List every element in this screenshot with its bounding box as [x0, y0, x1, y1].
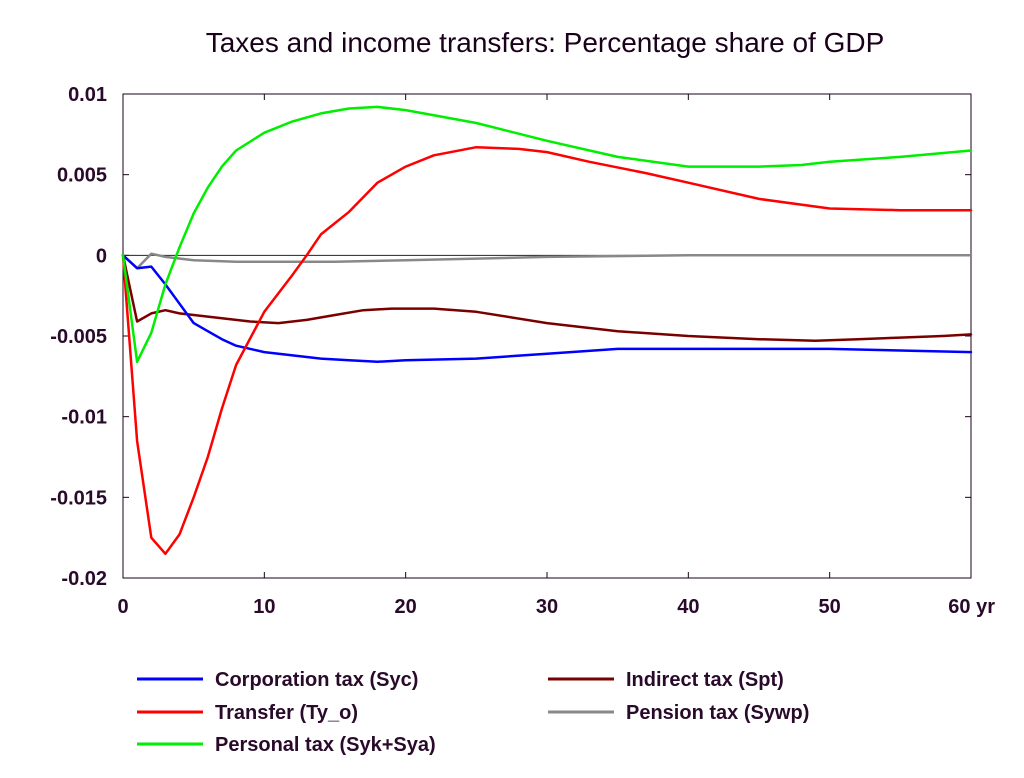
series-line-pension: [121, 252, 973, 270]
series-line-transfer: [121, 145, 973, 556]
y-tick-label: 0.005: [57, 165, 107, 187]
x-tick-label: 50: [819, 596, 841, 618]
chart-title: Taxes and income transfers: Percentage s…: [206, 27, 885, 58]
y-tick-label: 0: [96, 245, 107, 267]
legend-label: Personal tax (Syk+Sya): [215, 734, 436, 756]
series-line-corporation: [121, 254, 973, 364]
legend-label: Transfer (Ty_o): [215, 702, 358, 724]
x-tick-label: 0: [117, 596, 128, 618]
x-tick-label: 20: [395, 596, 417, 618]
x-tick-label: 40: [677, 596, 699, 618]
series-line-indirect: [121, 254, 973, 343]
x-tick-label: 10: [253, 596, 275, 618]
y-tick-label: -0.005: [50, 326, 107, 348]
legend-label: Pension tax (Sywp): [626, 702, 809, 724]
y-tick-label: -0.02: [61, 568, 107, 590]
series-layer: [121, 105, 973, 556]
y-tick-label: 0.01: [68, 84, 107, 106]
x-tick-label: 30: [536, 596, 558, 618]
axes-layer: 0.01 0.005 0 -0.005 -0.01 -0.015 -0.02 0 10 20 30 4…: [50, 84, 995, 618]
legend-label: Indirect tax (Spt): [626, 669, 784, 691]
legend: Corporation tax (Syc) Transfer (Ty_o) Pers…: [137, 669, 809, 756]
x-tick-label: 60 yr: [948, 596, 995, 618]
y-tick-label: -0.015: [50, 487, 107, 509]
legend-label: Corporation tax (Syc): [215, 669, 418, 691]
series-line-personal: [121, 105, 973, 364]
y-tick-label: -0.01: [61, 407, 107, 429]
